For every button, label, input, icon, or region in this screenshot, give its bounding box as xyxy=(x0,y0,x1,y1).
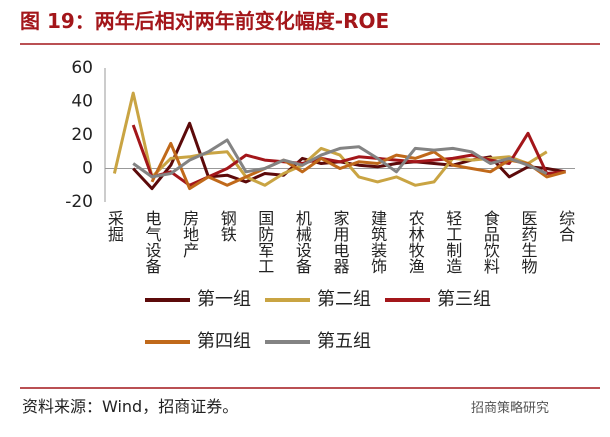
x-tick-label: 钢铁 xyxy=(218,210,237,242)
legend-label: 第二组 xyxy=(317,289,371,310)
x-tick-label: 综合 xyxy=(556,210,575,242)
chart-title: 图 19：两年后相对两年前变化幅度-ROE xyxy=(20,9,389,33)
y-tick-label: 20 xyxy=(71,125,93,145)
y-tick-label: 60 xyxy=(71,58,93,78)
series-line xyxy=(132,138,548,179)
x-tick-label: 采掘 xyxy=(105,210,124,243)
y-tick-label: 40 xyxy=(71,92,93,112)
x-tick-label: 房地产 xyxy=(180,210,199,258)
x-tick-label: 医药生物 xyxy=(519,210,538,275)
y-tick-label: -20 xyxy=(65,192,93,212)
x-tick-label: 电气设备 xyxy=(143,210,162,274)
y-tick-label: 0 xyxy=(82,159,93,179)
x-tick-label: 食品饮料 xyxy=(481,210,500,274)
x-tick-label: 家用电器 xyxy=(331,210,350,274)
x-tick-label: 轻工制造 xyxy=(443,210,462,274)
x-tick-label: 国防军工 xyxy=(255,210,274,274)
legend-label: 第一组 xyxy=(197,289,251,310)
legend-label: 第三组 xyxy=(437,289,491,310)
x-tick-label: 建筑装饰 xyxy=(368,210,387,274)
legend-label: 第四组 xyxy=(197,331,251,352)
x-tick-label: 农林牧渔 xyxy=(406,210,425,274)
source: 资料来源：Wind，招商证券。 xyxy=(22,397,238,416)
legend-label: 第五组 xyxy=(317,331,371,352)
series-line xyxy=(150,141,566,191)
watermark: 招商策略研究 xyxy=(471,400,549,416)
x-tick-label: 机械设备 xyxy=(293,210,312,274)
